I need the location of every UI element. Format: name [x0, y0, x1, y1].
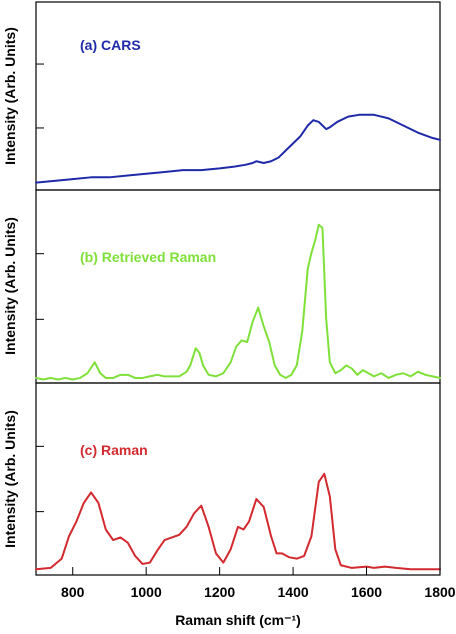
panel-c-frame — [35, 382, 441, 576]
x-tick-label-1400: 1400 — [278, 584, 309, 600]
x-axis: 800 1000 1200 1400 1600 1800 Raman shift (cm⁻¹… — [61, 567, 456, 628]
x-tick-label-1600: 1600 — [351, 584, 382, 600]
panel-c-y-label: Intensity (Arb. Units) — [2, 410, 18, 548]
panel-a-series-line — [35, 113, 441, 184]
x-tick-label-1000: 1000 — [131, 584, 162, 600]
panel-c-series-line — [35, 472, 441, 571]
x-tick-label-1200: 1200 — [204, 584, 235, 600]
panel-a-title: (a) CARS — [80, 37, 141, 53]
panel-b-title: (b) Retrieved Raman — [80, 249, 216, 265]
panel-a: Intensity (Arb. Units) (a) CARS — [2, 1, 441, 191]
panel-b-series-line — [35, 223, 441, 381]
panel-c-title: (c) Raman — [80, 442, 148, 458]
x-tick-label-800: 800 — [61, 584, 85, 600]
panel-c: Intensity (Arb. Units) (c) Raman — [2, 382, 441, 576]
panel-a-y-label: Intensity (Arb. Units) — [2, 27, 18, 165]
panel-b: Intensity (Arb. Units) (b) Retrieved Rama… — [2, 189, 441, 384]
panel-b-y-label: Intensity (Arb. Units) — [2, 217, 18, 355]
panel-a-frame — [35, 1, 441, 191]
x-axis-label: Raman shift (cm⁻¹) — [175, 612, 301, 628]
x-tick-label-1800: 1800 — [424, 584, 455, 600]
panel-b-frame — [35, 189, 441, 384]
